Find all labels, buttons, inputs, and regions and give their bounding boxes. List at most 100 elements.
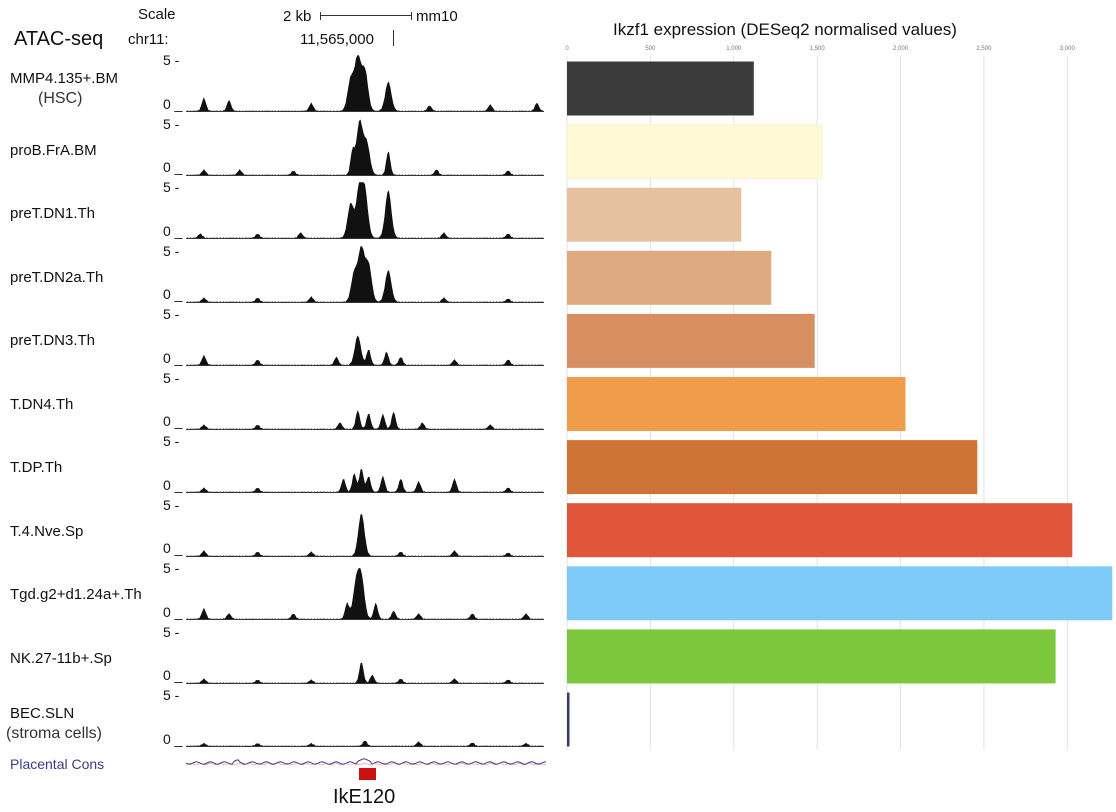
atac-peak-signal (186, 662, 544, 683)
expression-bar (567, 692, 570, 747)
atac-peak-signal (186, 468, 544, 493)
atac-peak-signal (186, 55, 544, 112)
track-ymin-label: 0 _ (163, 540, 183, 556)
atac-signal-track (186, 182, 544, 239)
track-subtitle: (HSC) (38, 90, 83, 107)
track-ymin-label: 0 _ (163, 730, 183, 747)
track-name: preT.DN2a.Th (10, 268, 104, 286)
track-ymax-label: 5 - (163, 179, 180, 195)
x-tick-label: 3,000 (1060, 46, 1076, 52)
expression-bar (567, 440, 978, 495)
position-tick (393, 30, 394, 46)
track-ymax-label: 5 - (163, 115, 180, 132)
track-name: preT.DN3.Th (10, 332, 96, 349)
track-ymin-label: 0 _ (163, 413, 183, 429)
track-ymax-label: 5 - (163, 496, 180, 513)
atac-signal-track (186, 245, 544, 303)
assay-title: ATAC-seq (14, 28, 104, 50)
track-ymin-label: 0 _ (163, 286, 183, 302)
track-ymax-label: 5 - (163, 560, 180, 576)
atac-seq-panel: Scale 2 kb mm10 ATAC-seq chr11: 11,565,0… (0, 6, 560, 808)
chart-title: Ikzf1 expression (DESeq2 normalised valu… (613, 20, 957, 39)
expression-bar (567, 313, 815, 368)
atac-signal-track (186, 119, 544, 176)
atac-peak-signal (186, 567, 544, 620)
chrom-label: chr11: (128, 31, 169, 48)
genome-label: mm10 (416, 8, 458, 25)
atac-track-row: T.4.Nve.Sp 5 - 0 _ (0, 497, 560, 561)
atac-track-row: T.DN4.Th 5 - 0 _ (0, 370, 560, 434)
track-name: T.DN4.Th (10, 395, 74, 413)
atac-signal-track (186, 468, 544, 493)
expression-bar-chart: 0 500 1,000 1,500 2,000 2,500 3,000 (565, 46, 1113, 750)
atac-track-row: preT.DN3.Th 5 - 0 _ (0, 306, 560, 370)
atac-signal-track (186, 567, 544, 620)
atac-track-row: BEC.SLN (stroma cells) 5 - 0 _ (0, 687, 560, 751)
atac-track-row: T.DP.Th 5 - 0 _ (0, 433, 560, 497)
track-ymin-label: 0 _ (163, 349, 183, 366)
track-name: proB.FrA.BM (10, 141, 97, 159)
atac-signal-track (186, 55, 544, 112)
atac-peak-signal (186, 409, 544, 429)
atac-track-row: NK.27-11b+.Sp 5 - 0 _ (0, 624, 560, 688)
track-name: Tgd.g2+d1.24a+.Th (10, 586, 142, 603)
expression-bar (567, 629, 1056, 684)
track-ymin-label: 0 _ (163, 222, 183, 239)
expression-bar (567, 250, 772, 305)
atac-track-row: preT.DN2a.Th 5 - 0 _ (0, 243, 560, 307)
atac-peak-signal (186, 119, 544, 175)
track-ymax-label: 5 - (163, 242, 180, 259)
atac-track-row: proB.FrA.BM 5 - 0 _ (0, 116, 560, 180)
track-name: BEC.SLN (10, 705, 75, 722)
ike120-label: IkE120 (333, 786, 396, 808)
atac-peak-signal (186, 245, 544, 302)
atac-peak-signal (186, 513, 544, 556)
atac-track-row: Tgd.g2+d1.24a+.Th 5 - 0 _ (0, 560, 560, 624)
track-ymin-label: 0 _ (163, 95, 183, 112)
expression-bar (567, 61, 754, 116)
x-tick-label: 2,500 (976, 46, 992, 52)
atac-peak-signal (186, 740, 544, 747)
track-name: preT.DN1.Th (10, 205, 96, 222)
expression-panel: Ikzf1 expression (DESeq2 normalised valu… (560, 0, 1116, 812)
x-tick-label: 2,000 (893, 46, 909, 52)
expression-bar (567, 187, 742, 242)
track-ymax-label: 5 - (163, 433, 180, 449)
track-ymax-label: 5 - (163, 623, 180, 640)
x-tick-label: 1,000 (726, 46, 742, 52)
track-ymax-label: 5 - (163, 306, 180, 322)
atac-signal-track (186, 409, 544, 430)
atac-track-row: preT.DN1.Th 5 - 0 _ (0, 179, 560, 243)
expression-bar (567, 566, 1113, 621)
track-name: NK.27-11b+.Sp (10, 649, 112, 667)
cons-track (186, 758, 546, 766)
atac-signal-track (186, 335, 544, 366)
scale-label: Scale (138, 6, 176, 23)
track-name: T.DP.Th (10, 459, 63, 476)
x-tick-label: 500 (645, 46, 656, 52)
atac-signal-track (186, 662, 544, 684)
atac-track-row: MMP4.135+.BM (HSC) 5 - 0 _ (0, 52, 560, 116)
x-tick-label: 0 (565, 46, 569, 52)
expression-bar (567, 377, 906, 431)
atac-peak-signal (186, 182, 544, 239)
track-ymax-label: 5 - (163, 369, 180, 386)
track-ymin-label: 0 _ (163, 476, 183, 493)
cons-track-label: Placental Cons (10, 756, 105, 772)
scale-bar-label: 2 kb (283, 8, 312, 25)
expression-bar (567, 503, 1073, 558)
track-ymax-label: 5 - (163, 687, 180, 703)
atac-signal-track (186, 740, 544, 747)
ike120-element-marker (359, 768, 376, 780)
position-label: 11,565,000 (300, 31, 374, 48)
track-subtitle: (stroma cells) (6, 725, 103, 742)
track-ymin-label: 0 _ (163, 603, 183, 620)
atac-signal-track (186, 513, 544, 557)
x-tick-label: 1,500 (810, 46, 826, 52)
expression-bar (566, 124, 823, 179)
track-ymin-label: 0 _ (163, 667, 183, 683)
track-ymax-label: 5 - (163, 52, 180, 68)
track-ymin-label: 0 _ (163, 159, 183, 175)
track-name: T.4.Nve.Sp (10, 522, 84, 540)
cons-signal-secondary (186, 762, 546, 766)
